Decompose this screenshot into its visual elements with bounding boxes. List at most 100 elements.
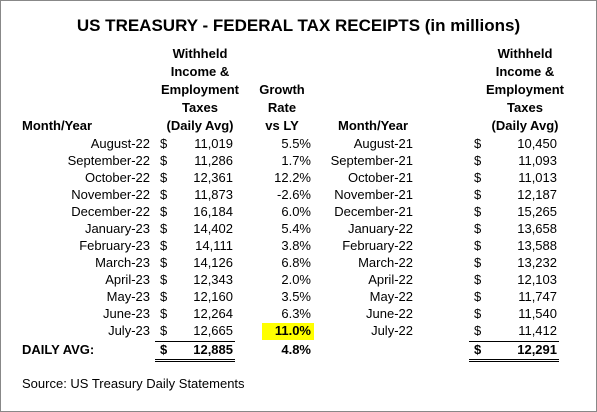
currency: $ xyxy=(474,238,482,253)
currency: $ xyxy=(160,187,168,202)
month: December-22 xyxy=(71,204,150,219)
amount: 11,093 xyxy=(518,153,557,168)
amount: 14,111 xyxy=(195,238,233,253)
amount: 11,540 xyxy=(518,306,557,321)
amount: 12,343 xyxy=(193,272,233,287)
total: 12,885 xyxy=(193,342,233,357)
title: US TREASURY - FEDERAL TAX RECEIPTS (in m… xyxy=(76,16,521,35)
amount: 13,658 xyxy=(517,221,557,236)
month: December-21 xyxy=(334,204,413,219)
currency: $ xyxy=(474,272,482,287)
header: vs LY xyxy=(265,118,299,133)
month: February-23 xyxy=(79,238,150,253)
month: June-22 xyxy=(366,306,413,321)
header: Growth xyxy=(259,82,305,97)
header: Month/Year xyxy=(22,118,93,133)
growth: 5.4% xyxy=(281,221,311,236)
growth: 5.5% xyxy=(281,136,311,151)
currency: $ xyxy=(474,323,482,338)
currency: $ xyxy=(474,204,482,219)
currency: $ xyxy=(474,255,482,270)
amount: 11,019 xyxy=(194,136,233,151)
month: May-23 xyxy=(106,289,150,304)
rule xyxy=(469,361,559,362)
currency: $ xyxy=(474,187,482,202)
currency: $ xyxy=(474,153,482,168)
growth: 6.0% xyxy=(281,204,311,219)
rule xyxy=(155,359,235,360)
month: January-22 xyxy=(347,221,413,236)
growth: -2.6% xyxy=(277,187,311,202)
currency: $ xyxy=(474,136,482,151)
rule xyxy=(469,359,559,360)
header: Withheld xyxy=(497,46,553,61)
amount: 12,665 xyxy=(193,323,233,338)
rule xyxy=(469,341,559,342)
month: October-21 xyxy=(347,170,413,185)
header: Employment xyxy=(485,82,565,97)
currency: $ xyxy=(160,136,168,151)
growth: 6.3% xyxy=(281,306,311,321)
growth: 3.8% xyxy=(281,238,311,253)
month: October-22 xyxy=(84,170,150,185)
month: August-22 xyxy=(90,136,150,151)
growth: 6.8% xyxy=(281,255,311,270)
growth: 12.2% xyxy=(274,170,311,185)
growth: 2.0% xyxy=(281,272,311,287)
month: September-21 xyxy=(330,153,413,168)
currency: $ xyxy=(160,323,168,338)
total: 12,291 xyxy=(517,342,557,357)
month: July-22 xyxy=(371,323,413,338)
month: July-23 xyxy=(108,323,150,338)
month: April-22 xyxy=(368,272,413,287)
header: Withheld xyxy=(172,46,228,61)
currency: $ xyxy=(474,170,482,185)
currency: $ xyxy=(160,342,168,357)
header: (Daily Avg) xyxy=(166,118,234,133)
currency: $ xyxy=(160,306,168,321)
amount: 14,402 xyxy=(193,221,233,236)
total: 4.8% xyxy=(281,342,311,357)
total-label: DAILY AVG: xyxy=(22,342,95,357)
growth: 1.7% xyxy=(281,153,311,168)
header: Taxes xyxy=(182,100,218,115)
amount: 11,286 xyxy=(194,153,233,168)
amount: 12,187 xyxy=(517,187,557,202)
growth: 3.5% xyxy=(281,289,311,304)
month: May-22 xyxy=(369,289,413,304)
month: September-22 xyxy=(67,153,150,168)
currency: $ xyxy=(160,204,168,219)
month: August-21 xyxy=(353,136,413,151)
amount: 15,265 xyxy=(517,204,557,219)
header: Income & xyxy=(495,64,555,79)
highlight xyxy=(262,323,314,340)
amount: 14,126 xyxy=(193,255,233,270)
amount: 13,232 xyxy=(517,255,557,270)
month: November-21 xyxy=(334,187,413,202)
month: January-23 xyxy=(84,221,150,236)
month: March-22 xyxy=(358,255,413,270)
amount: 12,160 xyxy=(193,289,233,304)
currency: $ xyxy=(160,289,168,304)
month: April-23 xyxy=(105,272,150,287)
month: June-23 xyxy=(103,306,150,321)
rule xyxy=(155,361,235,362)
currency: $ xyxy=(160,170,168,185)
header: (Daily Avg) xyxy=(491,118,559,133)
header: Taxes xyxy=(507,100,543,115)
amount: 10,450 xyxy=(517,136,557,151)
month: February-22 xyxy=(342,238,413,253)
currency: $ xyxy=(474,306,482,321)
amount: 12,264 xyxy=(193,306,233,321)
source: Source: US Treasury Daily Statements xyxy=(22,376,245,391)
currency: $ xyxy=(160,238,168,253)
amount: 11,873 xyxy=(194,187,233,202)
header: Rate xyxy=(267,100,297,115)
currency: $ xyxy=(474,342,482,357)
header: Income & xyxy=(170,64,230,79)
amount: 11,013 xyxy=(518,170,557,185)
amount: 11,747 xyxy=(518,289,557,304)
amount: 13,588 xyxy=(517,238,557,253)
amount: 16,184 xyxy=(193,204,233,219)
